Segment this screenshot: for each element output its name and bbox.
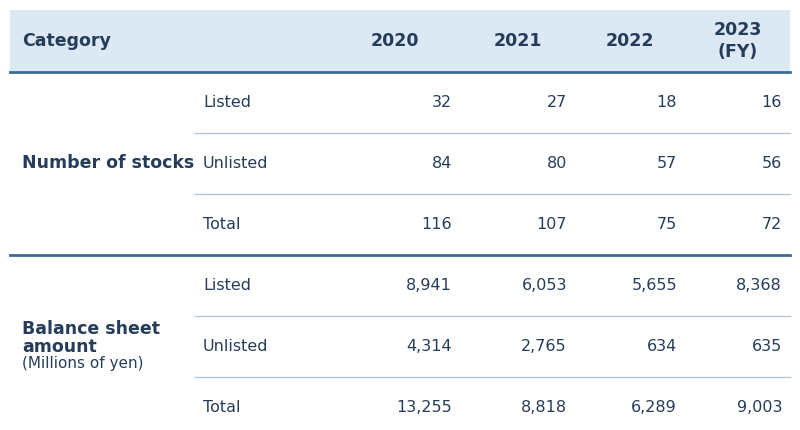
Text: 4,314: 4,314 <box>406 339 452 354</box>
Text: Unlisted: Unlisted <box>203 339 269 354</box>
Text: amount: amount <box>22 338 97 356</box>
Text: 2023
(FY): 2023 (FY) <box>714 21 762 61</box>
Text: Unlisted: Unlisted <box>203 156 269 171</box>
Text: Total: Total <box>203 400 241 415</box>
Text: 16: 16 <box>762 95 782 110</box>
Text: Listed: Listed <box>203 95 251 110</box>
Text: 27: 27 <box>546 95 567 110</box>
Text: 32: 32 <box>432 95 452 110</box>
Text: 56: 56 <box>762 156 782 171</box>
Text: (Millions of yen): (Millions of yen) <box>22 356 143 371</box>
Text: 2020: 2020 <box>370 32 419 50</box>
Text: 2,765: 2,765 <box>522 339 567 354</box>
Bar <box>10 72 790 420</box>
Text: 6,053: 6,053 <box>522 278 567 293</box>
Text: 116: 116 <box>422 217 452 232</box>
Text: Balance sheet: Balance sheet <box>22 320 160 338</box>
Text: 13,255: 13,255 <box>396 400 452 415</box>
Text: 8,941: 8,941 <box>406 278 452 293</box>
Text: 75: 75 <box>657 217 677 232</box>
Text: Listed: Listed <box>203 278 251 293</box>
Text: 8,818: 8,818 <box>521 400 567 415</box>
Text: Category: Category <box>22 32 111 50</box>
Text: 107: 107 <box>537 217 567 232</box>
Text: 18: 18 <box>657 95 677 110</box>
Text: 635: 635 <box>752 339 782 354</box>
Text: Number of stocks: Number of stocks <box>22 154 194 172</box>
Text: 6,289: 6,289 <box>631 400 677 415</box>
Text: 84: 84 <box>432 156 452 171</box>
Text: 80: 80 <box>546 156 567 171</box>
Text: 634: 634 <box>646 339 677 354</box>
Text: 8,368: 8,368 <box>736 278 782 293</box>
Text: 5,655: 5,655 <box>631 278 677 293</box>
Text: 2022: 2022 <box>606 32 654 50</box>
Text: 9,003: 9,003 <box>737 400 782 415</box>
Bar <box>10 10 790 72</box>
Text: 57: 57 <box>657 156 677 171</box>
Text: Total: Total <box>203 217 241 232</box>
Text: 2021: 2021 <box>494 32 542 50</box>
Text: 72: 72 <box>762 217 782 232</box>
